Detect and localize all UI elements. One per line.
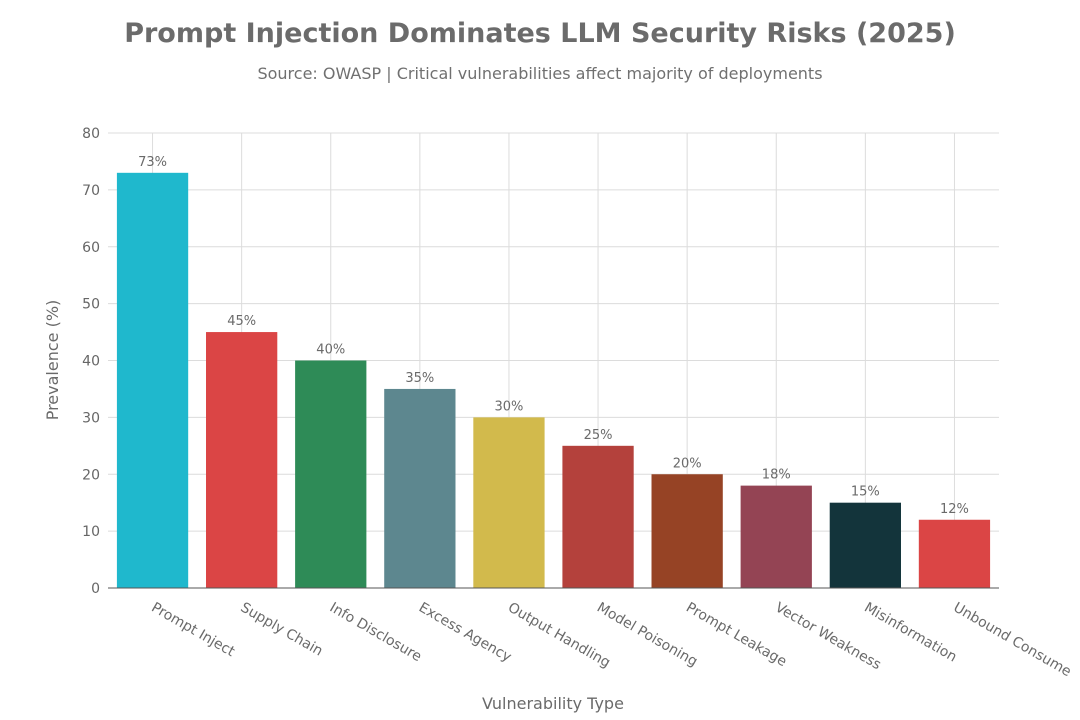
bar-value-label: 45% <box>227 314 256 329</box>
bar <box>918 519 991 588</box>
x-axis-title: Vulnerability Type <box>482 694 624 713</box>
y-tick-label: 10 <box>82 524 100 540</box>
x-tick-label: Unbound Consume <box>950 600 1073 681</box>
y-tick-label: 20 <box>82 467 100 483</box>
y-tick-label: 50 <box>82 297 100 313</box>
x-tick-label: Excess Agency <box>416 600 514 666</box>
bar <box>206 332 278 588</box>
bar-value-label: 73% <box>138 155 167 170</box>
bar <box>116 172 189 588</box>
bar <box>295 360 367 588</box>
y-tick-label: 0 <box>91 581 100 597</box>
bar-value-label: 35% <box>405 371 434 386</box>
chart-title: Prompt Injection Dominates LLM Security … <box>124 18 956 49</box>
bar <box>829 502 901 588</box>
y-axis-title: Prevalence (%) <box>43 300 62 421</box>
bar-value-label: 25% <box>584 428 613 443</box>
bar-value-label: 30% <box>494 399 523 414</box>
x-tick-label: Info Disclosure <box>327 600 424 666</box>
bar-value-label: 18% <box>762 468 791 483</box>
y-tick-label: 70 <box>82 183 100 199</box>
data-labels: 73% 45% 40% 35% 30% 25% 20% 18% 15% 12% <box>138 155 969 517</box>
bar-value-label: 15% <box>851 485 880 500</box>
bar <box>562 445 634 588</box>
bar-value-label: 40% <box>316 343 345 358</box>
bars <box>116 172 991 588</box>
x-tick-label: Supply Chain <box>238 600 326 660</box>
bar <box>651 474 723 588</box>
x-tick-label: Prompt Inject <box>149 600 238 661</box>
chart-subtitle: Source: OWASP | Critical vulnerabilities… <box>257 64 823 83</box>
bar <box>473 417 545 588</box>
bar-value-label: 12% <box>940 502 969 517</box>
y-tick-label: 40 <box>82 354 100 370</box>
y-tick-label: 80 <box>82 126 100 142</box>
bar <box>740 485 812 588</box>
bar <box>384 388 456 588</box>
y-tick-label: 60 <box>82 240 100 256</box>
bar-value-label: 20% <box>673 456 702 471</box>
y-tick-label: 30 <box>82 410 100 426</box>
